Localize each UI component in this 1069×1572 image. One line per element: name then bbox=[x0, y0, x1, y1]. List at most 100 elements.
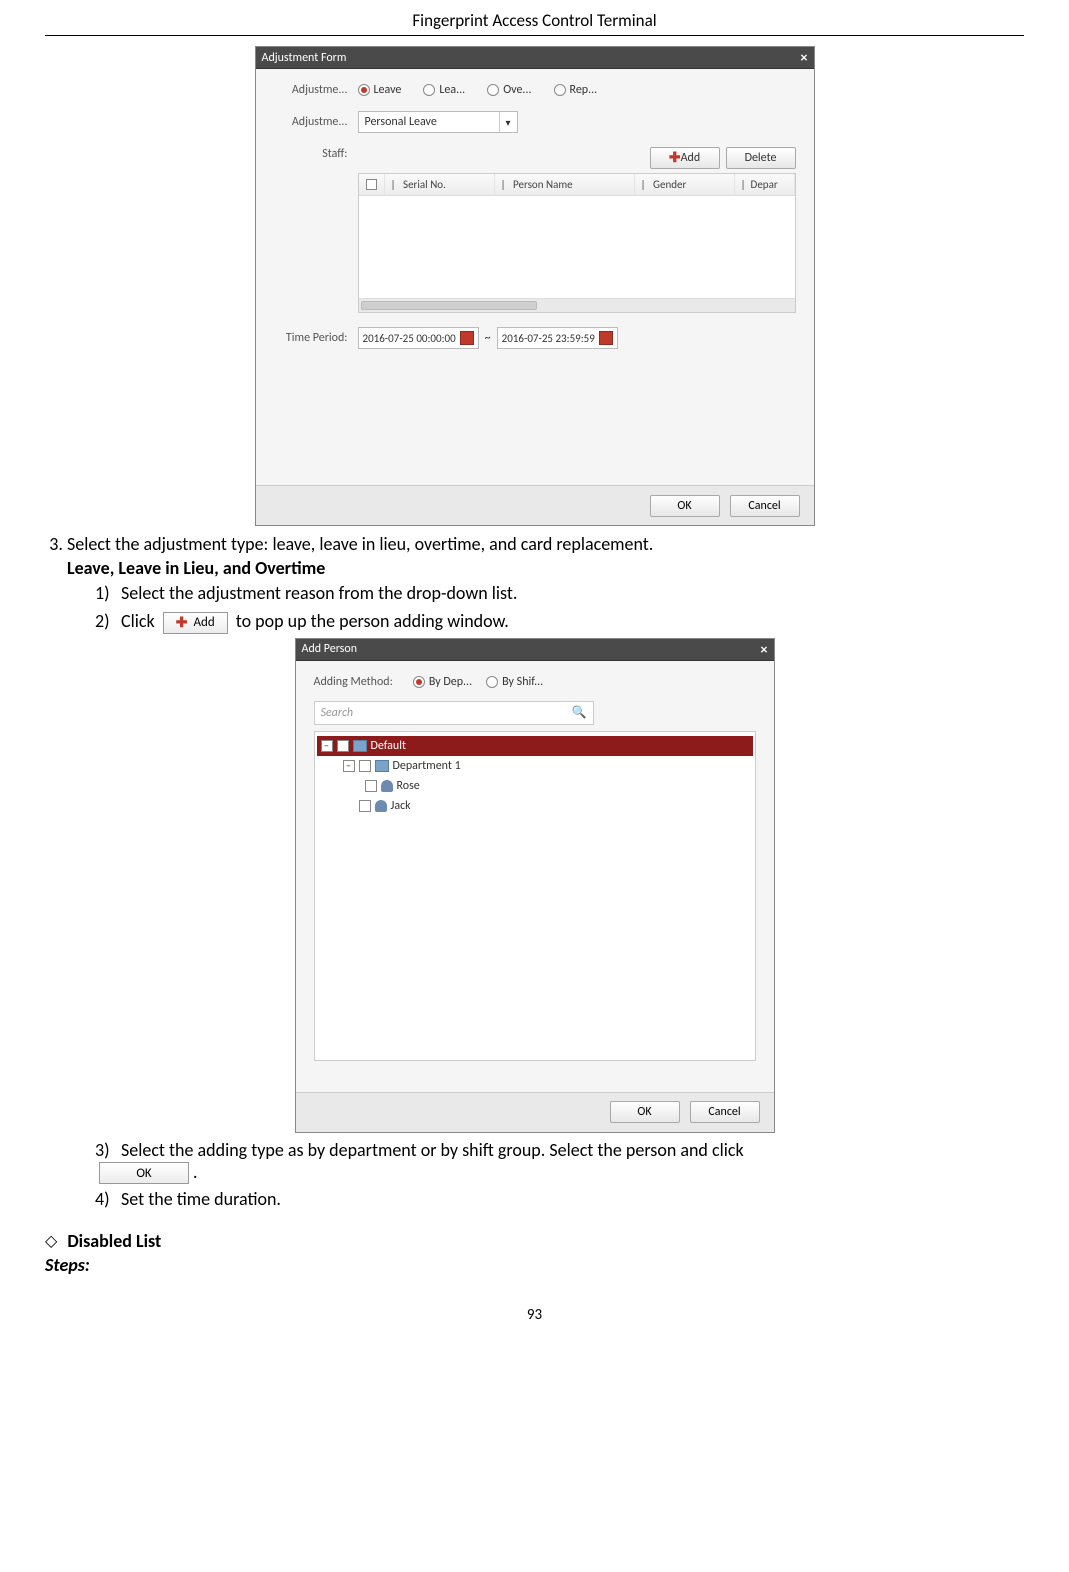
button-label: Add bbox=[681, 151, 701, 165]
inline-add-button[interactable]: ✚ Add bbox=[163, 612, 228, 634]
radio-label: Lea... bbox=[439, 83, 465, 97]
radio-label: Ove... bbox=[503, 83, 531, 97]
time-to-input[interactable]: 2016-07-25 23:59:59 bbox=[497, 327, 618, 349]
adjustment-type-radios: Leave Lea... Ove... Rep... bbox=[358, 83, 598, 97]
radio-overtime[interactable]: Ove... bbox=[487, 83, 531, 97]
radio-label: By Shif... bbox=[502, 675, 543, 689]
staff-row: Staff: ✚Add Delete | Serial No. | Person… bbox=[274, 147, 796, 313]
substep-4: 4)Set the time duration. bbox=[95, 1188, 1024, 1210]
radio-by-department[interactable]: By Dep... bbox=[413, 675, 472, 689]
cancel-button[interactable]: Cancel bbox=[730, 495, 800, 517]
chevron-down-icon: ▾ bbox=[499, 112, 517, 132]
substep-1: 1)Select the adjustment reason from the … bbox=[95, 581, 1024, 605]
radio-replacement[interactable]: Rep... bbox=[554, 83, 598, 97]
ok-button[interactable]: OK bbox=[610, 1101, 680, 1123]
radio-leave-in-lieu[interactable]: Lea... bbox=[423, 83, 465, 97]
staff-table-header: | Serial No. | Person Name | Gender | De… bbox=[359, 174, 795, 196]
staff-label: Staff: bbox=[274, 147, 348, 161]
radio-dot-icon bbox=[413, 676, 425, 688]
staff-toolbar: ✚Add Delete bbox=[358, 147, 796, 169]
staff-block: ✚Add Delete | Serial No. | Person Name |… bbox=[358, 147, 796, 313]
radio-label: By Dep... bbox=[429, 675, 472, 689]
ordered-list: Select the adjustment type: leave, leave… bbox=[67, 532, 1024, 634]
adjustment-type-label: Adjustme... bbox=[274, 83, 348, 97]
substep-2: 2)Click ✚Add to pop up the person adding… bbox=[95, 609, 1024, 634]
substep-3: 3)Select the adding type as by departmen… bbox=[95, 1139, 1024, 1185]
tree-node-default[interactable]: − Default bbox=[317, 736, 753, 756]
close-icon[interactable]: × bbox=[761, 641, 768, 658]
close-icon[interactable]: × bbox=[801, 49, 808, 66]
search-input[interactable]: Search 🔍 bbox=[314, 701, 594, 725]
folder-icon bbox=[375, 760, 389, 772]
tree-label: Default bbox=[371, 739, 407, 753]
tree-node-person[interactable]: Rose bbox=[361, 776, 753, 796]
dialog-title: Add Person bbox=[302, 642, 358, 656]
dialog-titlebar: Adjustment Form × bbox=[256, 47, 814, 69]
adjustment-reason-label: Adjustme... bbox=[274, 115, 348, 129]
radio-label: Rep... bbox=[570, 83, 598, 97]
col-gender: | Gender bbox=[635, 174, 735, 195]
search-placeholder: Search bbox=[321, 706, 354, 720]
time-from-input[interactable]: 2016-07-25 00:00:00 bbox=[358, 327, 479, 349]
adding-method-row: Adding Method: By Dep... By Shif... bbox=[314, 675, 756, 689]
checkbox-icon bbox=[366, 179, 377, 190]
col-person: | Person Name bbox=[495, 174, 635, 195]
date-value: 2016-07-25 00:00:00 bbox=[363, 332, 456, 345]
diamond-icon: ◇ bbox=[45, 1231, 57, 1251]
plus-icon: ✚ bbox=[176, 616, 188, 630]
radio-dot-icon bbox=[358, 84, 370, 96]
calendar-icon bbox=[599, 331, 613, 345]
list-item-step3: Select the adjustment type: leave, leave… bbox=[67, 532, 1024, 634]
checkbox-icon[interactable] bbox=[359, 760, 371, 772]
tilde-separator: ~ bbox=[485, 331, 491, 345]
tree-label: Department 1 bbox=[393, 759, 461, 773]
delete-button[interactable]: Delete bbox=[726, 147, 796, 169]
horizontal-scrollbar[interactable] bbox=[359, 298, 795, 312]
staff-table: | Serial No. | Person Name | Gender | De… bbox=[358, 173, 796, 313]
radio-dot-icon bbox=[554, 84, 566, 96]
heading-text: Disabled List bbox=[67, 1230, 161, 1252]
date-value: 2016-07-25 23:59:59 bbox=[502, 332, 595, 345]
person-icon bbox=[381, 780, 393, 792]
checkbox-icon[interactable] bbox=[359, 800, 371, 812]
tree-node-department[interactable]: − Department 1 bbox=[339, 756, 753, 776]
radio-dot-icon bbox=[423, 84, 435, 96]
dialog-title: Adjustment Form bbox=[262, 51, 347, 65]
dialog-footer: OK Cancel bbox=[296, 1092, 774, 1132]
adjustment-reason-select[interactable]: Personal Leave ▾ bbox=[358, 111, 518, 133]
time-period-label: Time Period: bbox=[274, 331, 348, 345]
radio-dot-icon bbox=[487, 84, 499, 96]
person-tree: − Default − Department 1 Rose Jack bbox=[314, 731, 756, 1061]
person-icon bbox=[375, 800, 387, 812]
radio-by-shift[interactable]: By Shif... bbox=[486, 675, 543, 689]
checkbox-icon[interactable] bbox=[365, 780, 377, 792]
add-person-dialog: Add Person × Adding Method: By Dep... By… bbox=[295, 638, 775, 1133]
col-serial: | Serial No. bbox=[385, 174, 495, 195]
steps-label: Steps: bbox=[45, 1254, 1024, 1276]
page-number: 93 bbox=[45, 1306, 1024, 1324]
cancel-button[interactable]: Cancel bbox=[690, 1101, 760, 1123]
collapse-icon[interactable]: − bbox=[321, 740, 333, 752]
radio-label: Leave bbox=[374, 83, 402, 97]
dialog-titlebar: Add Person × bbox=[296, 639, 774, 661]
inner-list: 1)Select the adjustment reason from the … bbox=[95, 581, 1024, 634]
adding-method-label: Adding Method: bbox=[314, 675, 393, 689]
tree-label: Jack bbox=[391, 799, 411, 813]
adjustment-form-dialog: Adjustment Form × Adjustme... Leave Lea.… bbox=[255, 46, 815, 526]
header-checkbox-cell[interactable] bbox=[359, 174, 385, 195]
search-icon: 🔍 bbox=[572, 705, 587, 720]
dialog-body: Adding Method: By Dep... By Shif... Sear… bbox=[296, 661, 774, 1092]
ok-button[interactable]: OK bbox=[650, 495, 720, 517]
tree-label: Rose bbox=[397, 779, 420, 793]
add-button[interactable]: ✚Add bbox=[650, 147, 720, 169]
folder-icon bbox=[353, 740, 367, 752]
button-label: Add bbox=[193, 614, 214, 632]
collapse-icon[interactable]: − bbox=[343, 760, 355, 772]
inline-ok-button[interactable]: OK bbox=[99, 1162, 189, 1184]
dialog-body: Adjustme... Leave Lea... Ove... Rep... A… bbox=[256, 69, 814, 485]
tree-node-person[interactable]: Jack bbox=[355, 796, 753, 816]
radio-leave[interactable]: Leave bbox=[358, 83, 402, 97]
calendar-icon bbox=[460, 331, 474, 345]
time-period-row: Time Period: 2016-07-25 00:00:00 ~ 2016-… bbox=[274, 327, 796, 349]
checkbox-icon[interactable] bbox=[337, 740, 349, 752]
